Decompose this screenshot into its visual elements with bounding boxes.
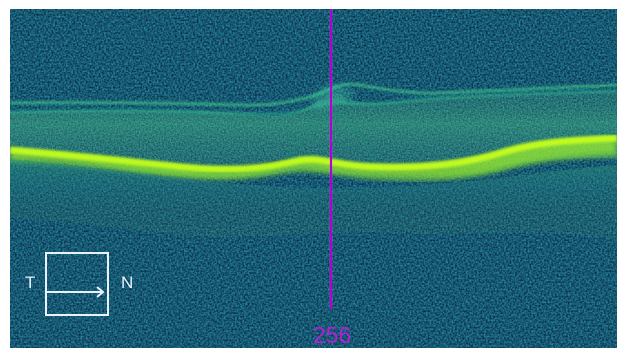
choroid-speckle (10, 159, 617, 239)
foveal-contour (285, 113, 376, 163)
temporal-orientation-label: T (25, 273, 36, 292)
orientation-arrow-icon (45, 286, 105, 298)
optic-nerve-head-signal (311, 84, 357, 110)
nasal-orientation-label: N (121, 273, 134, 292)
choroid-boundary (10, 151, 617, 182)
retinal-tissue-speckle (10, 91, 617, 169)
oct-scan-viewport: 256 T N (10, 9, 617, 348)
cursor-position-value: 256 (312, 322, 352, 348)
scan-orientation-box (45, 252, 109, 316)
position-cursor-line[interactable] (330, 9, 332, 309)
rpe-layer (10, 134, 617, 173)
oct-bscan-image (10, 9, 617, 348)
